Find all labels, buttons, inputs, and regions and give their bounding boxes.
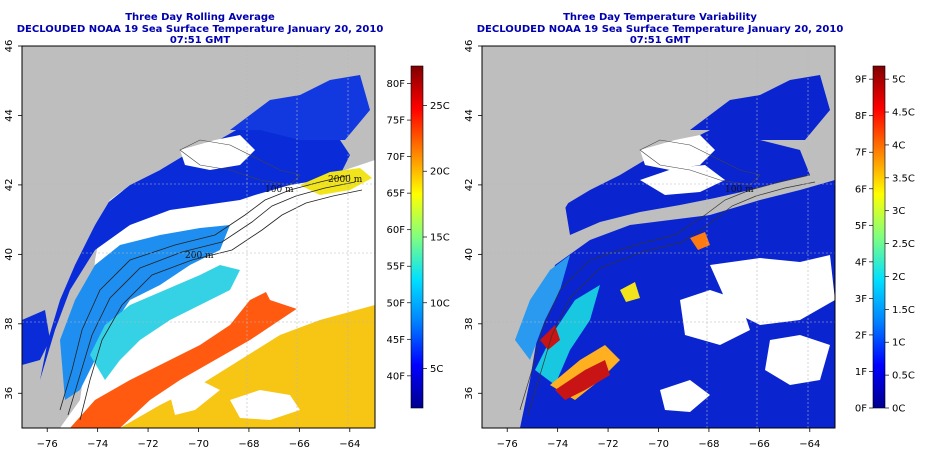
y-tick-label: 44 [4,109,15,122]
x-axis: −76 −74 −72 −70 −68 −66 −64 [497,428,820,450]
colorbar-c-label: 20C [430,167,450,178]
x-tick-label: −66 [289,439,310,450]
panel-subtitle: DECLOUDED NOAA 19 Sea Surface Temperatur… [476,24,844,46]
colorbar-f-label: 9F [855,75,867,86]
y-axis: 36 38 40 42 44 46 [464,40,482,400]
y-tick-label: 42 [464,179,475,192]
colorbar-c-label: 25C [430,101,450,112]
colorbar-f-label: 60F [387,225,406,236]
panel-rolling-average: Three Day Rolling Average DECLOUDED NOAA… [4,12,450,450]
colorbar-c-label: 0C [892,404,905,415]
contour-label: 200 m [185,251,214,261]
colorbar-c-label: 15C [430,233,450,244]
contour-200m [67,181,356,416]
colorbar-fahrenheit-labels: 40F 45F 50F 55F 60F 65F 70F 75F 80F [387,79,411,382]
y-tick-label: 40 [464,248,475,261]
colorbar-c-label: 1.5C [892,305,915,316]
sst-map: 100 m 200 m 2000 m −76 −74 −72 −70 −68 −66 −64… [4,40,376,450]
variability-map: 100 m −76 −74 −72 −70 −68 −66 −64 36 38 40 42 44 46 [464,40,836,450]
colorbar-c-label: 3.5C [892,173,915,184]
y-tick-label: 38 [4,317,15,330]
contour-2000m [79,189,363,421]
colorbar-f-label: 0F [855,404,867,415]
contour-label: 100 m [725,185,754,195]
colorbar-f-label: 80F [387,79,406,90]
colorbar-c-label: 4C [892,140,905,151]
colorbar-f-label: 2F [855,330,867,341]
colorbar-celsius-labels: 5C 10C 15C 20C 25C [423,101,450,375]
colorbar-f-label: 70F [387,152,406,163]
y-tick-label: 36 [464,387,475,400]
y-tick-label: 38 [464,317,475,330]
x-tick-label: −66 [749,439,770,450]
contour-100m [59,174,351,411]
panel-subtitle: DECLOUDED NOAA 19 Sea Surface Temperatur… [16,24,384,46]
x-tick-label: −70 [648,439,669,450]
colorbar-fahrenheit-labels: 0F 1F 2F 3F 4F 5F 6F 7F 8F 9F [855,75,873,415]
colorbar-c-label: 3C [892,206,905,217]
colorbar-f-label: 5F [855,221,867,232]
y-tick-label: 44 [464,109,475,122]
y-tick-label: 40 [4,248,15,261]
contour-label: 100 m [265,185,294,195]
colorbar-f-label: 55F [387,262,406,273]
colorbar-c-label: 2C [892,272,905,283]
colorbar-f-label: 8F [855,111,867,122]
colorbar-c-label: 0.5C [892,371,915,382]
panel-variability: Three Day Temperature Variability DECLOU… [460,0,935,475]
x-axis: −76 −74 −72 −70 −68 −66 −64 [37,428,360,450]
x-tick-label: −72 [598,439,619,450]
y-tick-label: 46 [4,40,15,53]
x-tick-label: −76 [497,439,518,450]
y-axis: 36 38 40 42 44 46 [4,40,22,400]
x-tick-label: −74 [547,439,568,450]
x-tick-label: −72 [138,439,159,450]
colorbar-f-label: 40F [387,371,406,382]
colorbar-c-label: 1C [892,338,905,349]
x-tick-label: −64 [339,439,360,450]
colorbar-c-label: 5C [430,364,443,375]
colorbar-c-label: 5C [892,75,905,86]
y-tick-label: 42 [4,179,15,192]
x-tick-label: −68 [698,439,719,450]
x-tick-label: −74 [87,439,108,450]
colorbar-f-label: 65F [387,189,406,200]
colorbar-f-label: 4F [855,257,867,268]
colorbar-f-label: 50F [387,298,406,309]
colorbar-celsius-labels: 0C 0.5C 1C 1.5C 2C 2.5C 3C 3.5C 4C 4.5C 5C [885,75,915,415]
contour-label: 2000 m [328,175,363,185]
colorbar-f-label: 7F [855,148,867,159]
panel-title: Three Day Rolling Average [125,12,275,23]
colorbar-f-label: 6F [855,184,867,195]
y-tick-label: 36 [4,387,15,400]
colorbar-c-label: 4.5C [892,108,915,119]
colorbar-f-label: 45F [387,335,406,346]
colorbar-c-label: 10C [430,298,450,309]
panel-title: Three Day Temperature Variability [563,12,757,23]
x-tick-label: −68 [238,439,259,450]
y-tick-label: 46 [464,40,475,53]
colorbar: 0F 1F 2F 3F 4F 5F 6F 7F 8F 9F 0C 0.5C 1C 1.5C 2C 2.5C 3… [855,65,915,415]
colorbar-f-label: 3F [855,294,867,305]
colorbar-c-label: 2.5C [892,239,915,250]
x-tick-label: −76 [37,439,58,450]
colorbar-f-label: 1F [855,367,867,378]
x-tick-label: −64 [799,439,820,450]
colorbar: 40F 45F 50F 55F 60F 65F 70F 75F 80F 5C 10C 15C 20C 2… [387,65,450,409]
colorbar-f-label: 75F [387,116,406,127]
x-tick-label: −70 [188,439,209,450]
